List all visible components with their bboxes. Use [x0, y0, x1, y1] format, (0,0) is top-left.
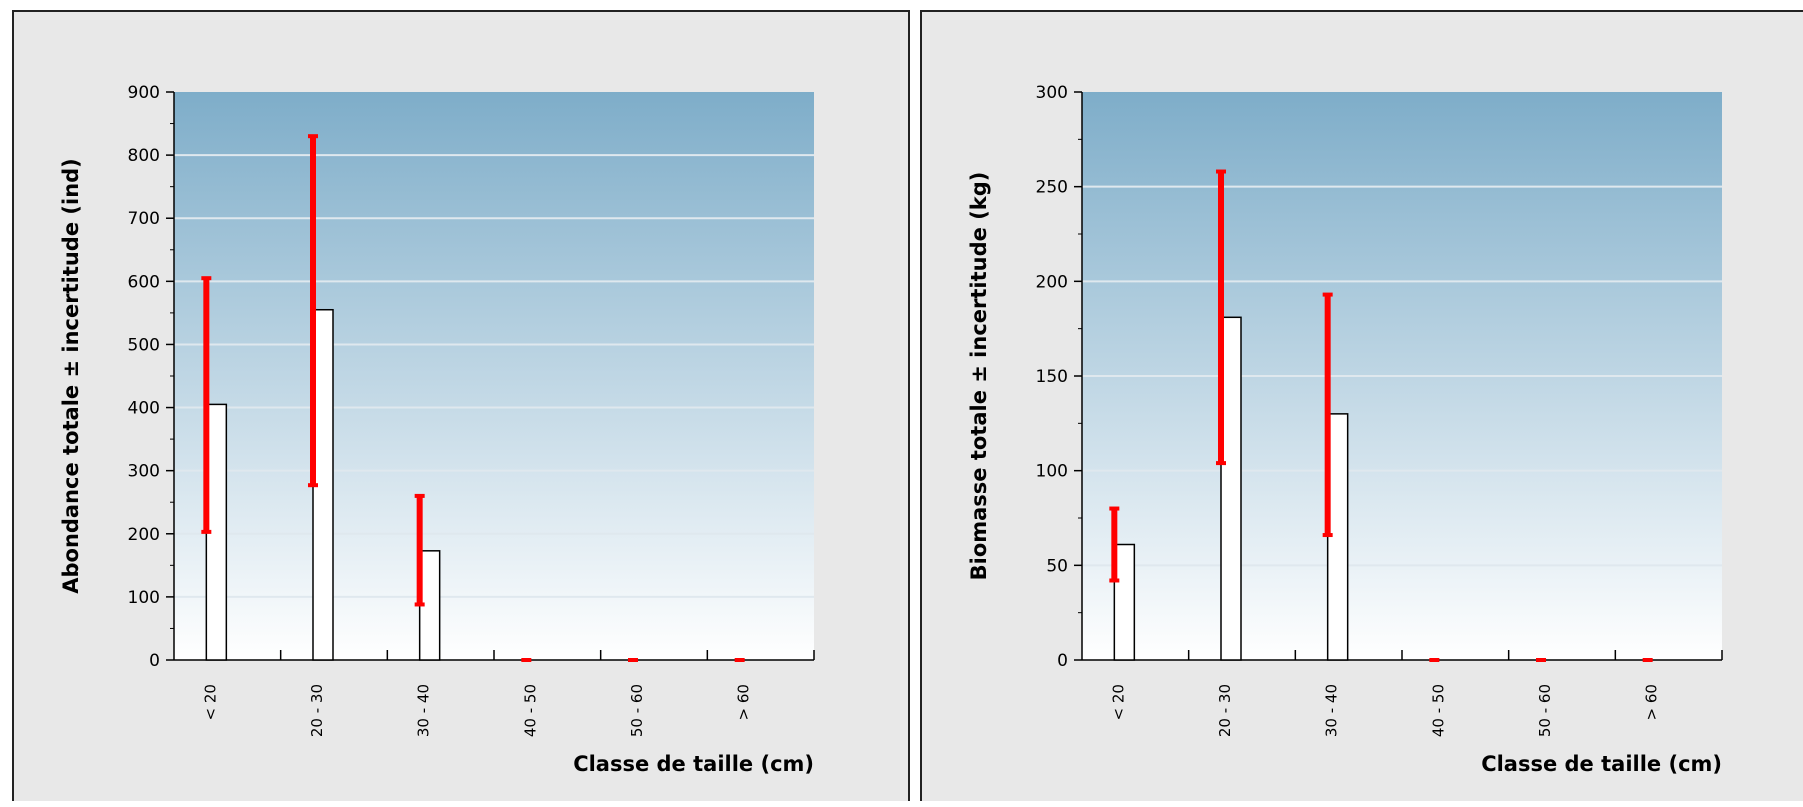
- biomass-ytick-label: 100: [1036, 462, 1068, 482]
- biomass-xtick-label: 30 - 40: [1323, 684, 1341, 737]
- biomass-xtick-label: < 20: [1109, 684, 1127, 720]
- abundance-xtick-label: 30 - 40: [415, 684, 433, 737]
- biomass-bar: [1220, 316, 1242, 661]
- biomass-xlabel: Classe de taille (cm): [1481, 752, 1722, 776]
- biomass-ytick-label: 200: [1036, 272, 1068, 292]
- biomass-ytick-label: 0: [1057, 651, 1068, 671]
- biomass-bar: [1113, 543, 1136, 661]
- biomass-ytick-label: 150: [1036, 367, 1068, 387]
- biomass-ytick-label: 250: [1036, 178, 1068, 198]
- abundance-ytick-label: 800: [128, 146, 160, 166]
- abundance-ytick-label: 100: [128, 588, 160, 608]
- abundance-xlabel: Classe de taille (cm): [573, 752, 814, 776]
- abundance-ytick-label: 300: [128, 462, 160, 482]
- abundance-ytick-label: 400: [128, 399, 160, 419]
- abundance-ytick-label: 700: [128, 209, 160, 229]
- biomass-xtick-label: 40 - 50: [1429, 684, 1447, 737]
- abundance-ylabel: Abondance totale ± incertitude (ind): [59, 158, 83, 594]
- abundance-chart-panel: 0 100 200 300 400 500 600 700 800 900 < 20 20 - 30 3…: [12, 10, 910, 801]
- abundance-ytick-label: 600: [128, 272, 160, 292]
- abundance-xtick-label: 40 - 50: [521, 684, 539, 737]
- biomass-xtick-label: 20 - 30: [1216, 684, 1234, 737]
- abundance-xtick-label: 20 - 30: [308, 684, 326, 737]
- abundance-xtick-label: 50 - 60: [628, 684, 646, 737]
- biomass-ylabel: Biomasse totale ± incertitude (kg): [967, 172, 991, 581]
- biomass-chart-panel: 0 50 100 150 200 250 300 < 20 20 - 30 30 - 40 40 -…: [920, 10, 1803, 801]
- abundance-ytick-label: 500: [128, 335, 160, 355]
- biomass-xtick-label: 50 - 60: [1536, 684, 1554, 737]
- biomass-ytick-label: 300: [1036, 83, 1068, 103]
- abundance-ytick-label: 0: [149, 651, 160, 671]
- abundance-xtick-label: > 60: [735, 684, 753, 720]
- abundance-ytick-label: 200: [128, 525, 160, 545]
- abundance-ytick-label: 900: [128, 83, 160, 103]
- biomass-chart: 0 50 100 150 200 250 300 < 20 20 - 30 30 - 40 40 -…: [967, 83, 1723, 776]
- abundance-chart: 0 100 200 300 400 500 600 700 800 900 < 20 20 - 30 3…: [59, 83, 815, 776]
- biomass-xtick-label: > 60: [1643, 684, 1661, 720]
- abundance-plot-area: [174, 92, 814, 660]
- abundance-xtick-label: < 20: [201, 684, 219, 720]
- biomass-ytick-label: 50: [1046, 556, 1068, 576]
